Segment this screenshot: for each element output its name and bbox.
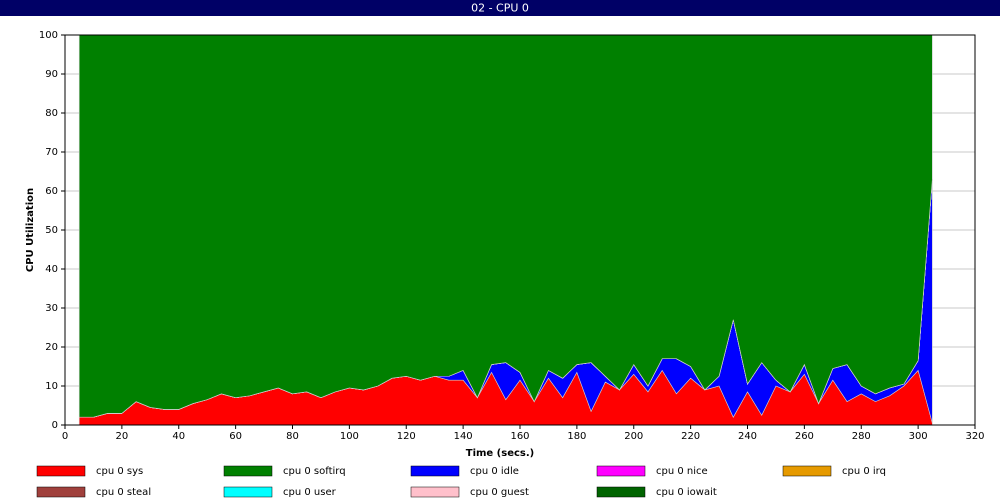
x-tick-label: 300	[909, 431, 928, 442]
legend-label: cpu 0 iowait	[656, 487, 717, 498]
chart-title: 02 - CPU 0	[471, 2, 529, 15]
y-tick-label: 20	[45, 342, 58, 353]
x-tick-label: 100	[340, 431, 359, 442]
y-tick-label: 0	[52, 420, 58, 431]
y-tick-label: 50	[45, 225, 58, 236]
x-tick-label: 280	[852, 431, 871, 442]
x-tick-label: 40	[172, 431, 185, 442]
area	[78, 34, 933, 418]
x-tick-label: 140	[454, 431, 473, 442]
legend-label: cpu 0 softirq	[283, 466, 346, 477]
y-tick-label: 100	[39, 30, 58, 41]
legend-swatch	[596, 465, 646, 477]
x-tick-label: 240	[738, 431, 757, 442]
y-tick-label: 60	[45, 186, 58, 197]
legend-swatch	[223, 486, 273, 498]
legend-label: cpu 0 irq	[842, 466, 886, 477]
plot-border	[64, 34, 976, 426]
legend-label: cpu 0 user	[283, 487, 337, 498]
x-tick-label: 180	[567, 431, 586, 442]
y-tick-label: 70	[45, 147, 58, 158]
x-tick-label: 200	[624, 431, 643, 442]
y-axis-label: CPU Utilization	[25, 188, 36, 272]
x-tick-label: 320	[965, 431, 984, 442]
x-tick-label: 60	[229, 431, 242, 442]
x-tick-label: 80	[286, 431, 299, 442]
title-bar	[0, 0, 1000, 16]
y-tick-label: 90	[45, 69, 58, 80]
x-tick-label: 260	[795, 431, 814, 442]
x-tick-label: 160	[510, 431, 529, 442]
y-tick-label: 30	[45, 303, 58, 314]
y-tick-label: 40	[45, 264, 58, 275]
legend-swatch	[410, 486, 460, 498]
legend-swatch	[223, 465, 273, 477]
legend-label: cpu 0 guest	[470, 487, 529, 498]
legend-swatch	[410, 465, 460, 477]
x-tick-label: 120	[397, 431, 416, 442]
x-tick-label: 20	[116, 431, 129, 442]
legend-swatch	[36, 486, 86, 498]
y-tick-label: 80	[45, 108, 58, 119]
legend-label: cpu 0 idle	[470, 466, 519, 477]
x-tick-label: 0	[62, 431, 68, 442]
legend-swatch	[782, 465, 832, 477]
y-tick-label: 10	[45, 381, 58, 392]
legend-label: cpu 0 sys	[96, 466, 143, 477]
legend-label: cpu 0 nice	[656, 466, 708, 477]
legend-swatch	[36, 465, 86, 477]
legend-label: cpu 0 steal	[96, 487, 151, 498]
x-axis-label: Time (secs.)	[466, 448, 535, 459]
legend-swatch	[596, 486, 646, 498]
x-tick-label: 220	[681, 431, 700, 442]
